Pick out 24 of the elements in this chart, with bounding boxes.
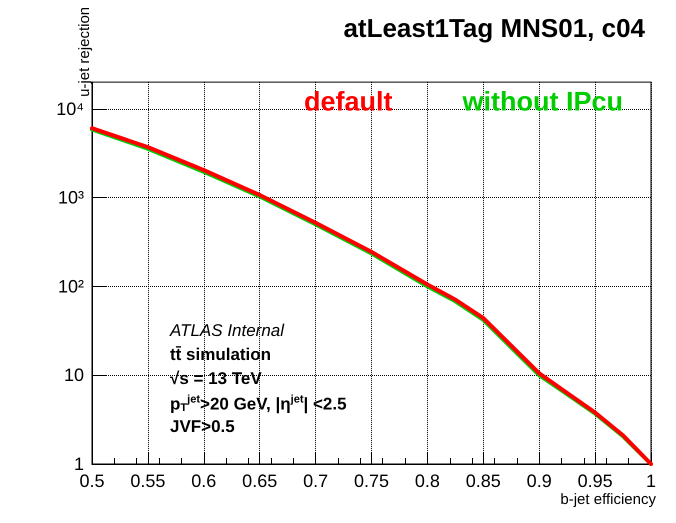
x-tick-label: 0.85 (466, 471, 501, 491)
y-axis-title: u-jet rejection (76, 6, 93, 97)
annotation: JVF>0.5 (170, 417, 235, 436)
x-tick-label: 0.95 (578, 471, 613, 491)
x-tick-label: 0.55 (130, 471, 166, 491)
y-tick-label: 10³ (58, 188, 84, 208)
x-tick-label: 0.75 (354, 471, 390, 491)
x-tick-label: 1 (646, 471, 656, 491)
annotation: ATLAS Internal (169, 321, 286, 340)
text: default (304, 86, 393, 116)
x-axis-title: b-jet efficiency (560, 491, 656, 508)
x-tick-label: 0.9 (526, 471, 552, 491)
y-tick-label: 10 (64, 365, 84, 386)
chart-title: atLeast1Tag MNS01, c04 (343, 13, 646, 43)
x-tick-label: 0.6 (191, 471, 216, 491)
y-tick-label: 10² (58, 276, 84, 296)
annotation: tt̄ simulation (170, 345, 272, 364)
x-tick-label: 0.7 (303, 471, 328, 491)
x-tick-label: 0.8 (414, 471, 440, 491)
y-tick-label: 10⁴ (56, 98, 84, 119)
text: without IPcu (462, 86, 623, 116)
x-tick-label: 0.5 (79, 471, 105, 491)
y-tick-label: 1 (74, 454, 84, 474)
x-tick-label: 0.65 (242, 471, 278, 491)
